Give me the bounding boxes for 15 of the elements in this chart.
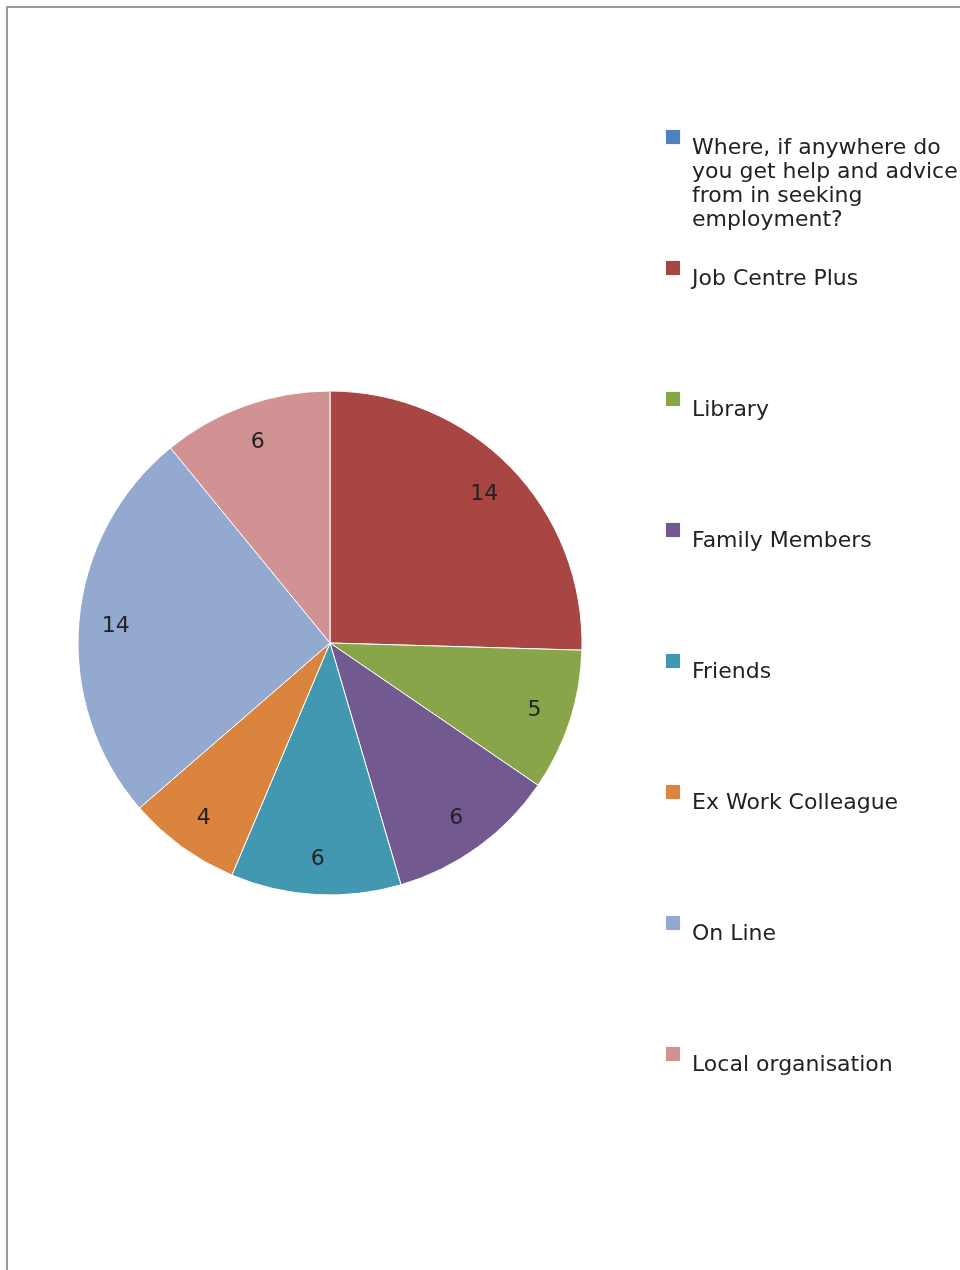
legend-label: On Line <box>692 920 777 945</box>
legend-label: Local organisation <box>692 1051 893 1076</box>
data-label: 14 <box>101 611 130 637</box>
data-label: 6 <box>310 844 325 870</box>
legend-label: Library <box>692 396 769 421</box>
legend-label: Job Centre Plus <box>690 265 859 290</box>
legend-label: Family Members <box>692 527 872 552</box>
legend-label: Where, if anywhere do you get help and advice from in seeking employment? <box>692 134 958 231</box>
legend-label: Friends <box>692 658 772 683</box>
data-label: 5 <box>527 696 542 722</box>
data-label: 14 <box>470 480 499 506</box>
data-label: 6 <box>449 803 464 829</box>
legend-label: Ex Work Colleague <box>692 789 899 814</box>
data-label: 4 <box>196 803 211 829</box>
data-label: 6 <box>250 427 265 453</box>
